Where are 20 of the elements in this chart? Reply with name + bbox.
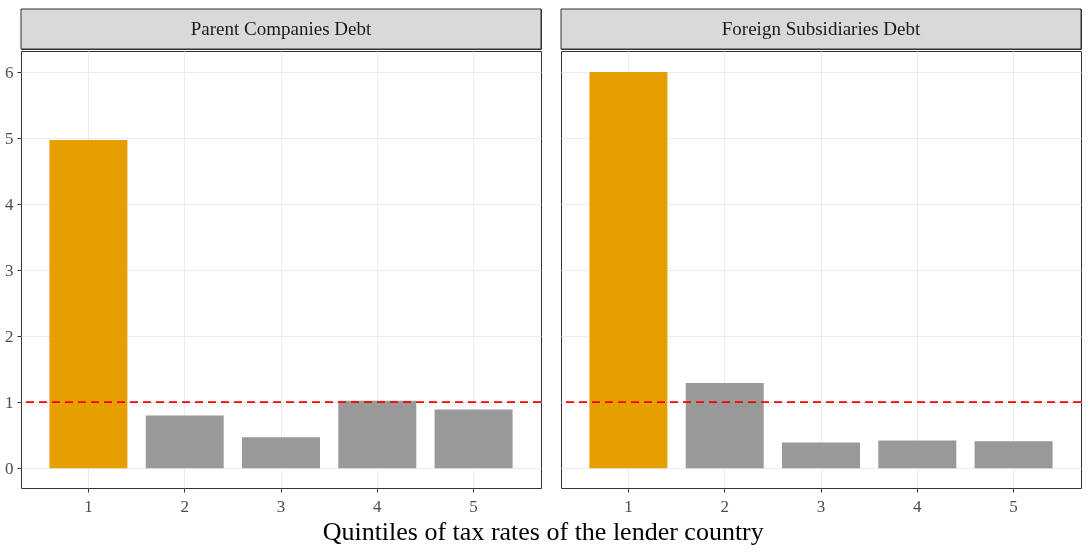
y-tick-label: 5: [5, 128, 14, 148]
y-tick-label: 2: [5, 326, 14, 346]
y-tick-label: 6: [5, 62, 14, 82]
x-tick-label: 4: [373, 496, 383, 516]
x-tick-label: 1: [624, 496, 633, 516]
x-tick-label: 3: [276, 496, 286, 516]
y-tick-label: 3: [5, 260, 14, 280]
x-tick-label: 5: [1009, 496, 1018, 516]
x-tick-label: 2: [180, 496, 189, 516]
x-tick-label: 2: [720, 496, 729, 516]
x-tick-label: 4: [913, 496, 923, 516]
chart-title: Parent Companies Debt: [190, 18, 372, 39]
y-tick-label: 4: [5, 194, 14, 214]
y-tick-label: 1: [5, 392, 14, 412]
x-tick-label: 3: [816, 496, 826, 516]
x-tick-label: 5: [469, 496, 478, 516]
chart-title: Foreign Subsidiaries Debt: [721, 18, 921, 39]
x-tick-label: 1: [84, 496, 93, 516]
y-tick-label: 0: [5, 458, 14, 478]
x-axis-title: Quintiles of tax rates of the lender country: [322, 516, 764, 546]
